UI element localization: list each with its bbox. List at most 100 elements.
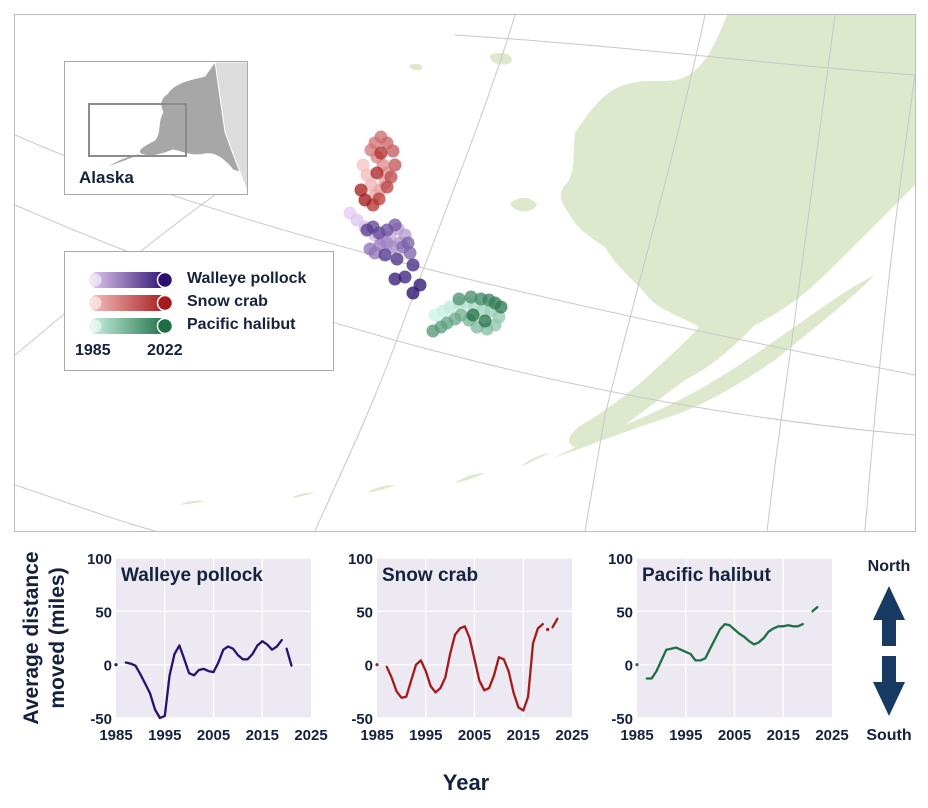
centroid-dot-pacific-halibut <box>494 300 508 314</box>
x-axis-title: Year <box>443 770 490 795</box>
centroid-dot-snow-crab <box>386 144 400 158</box>
centroid-dot-pacific-halibut <box>478 314 492 328</box>
centroid-dot-snow-crab <box>380 180 394 194</box>
graticule-line <box>314 15 516 531</box>
y-tick-label: 100 <box>348 551 373 568</box>
x-tick-label: 2005 <box>458 727 491 744</box>
y-tick-label: 50 <box>95 604 112 621</box>
island <box>179 500 205 505</box>
legend-end-dot <box>156 271 174 289</box>
centroid-dot-walleye-pollock <box>401 236 415 250</box>
y-axis-title: Average distance moved (miles) <box>20 551 69 724</box>
y-axis-title-line1: Average distance <box>20 551 43 724</box>
x-tick-label: 2015 <box>507 727 540 744</box>
x-tick-label: 1995 <box>669 727 702 744</box>
centroid-dot-walleye-pollock <box>378 248 392 262</box>
nunivak-island <box>510 197 537 212</box>
graticule-line <box>15 484 156 531</box>
panel-title: Pacific halibut <box>642 565 771 586</box>
y-tick-label: 0 <box>625 658 633 675</box>
alaska-shape <box>139 62 241 173</box>
legend-year-start: 1985 <box>75 342 111 359</box>
y-tick-label: 0 <box>104 658 112 675</box>
legend-label-pacific-halibut: Pacific halibut <box>187 316 296 333</box>
series-point <box>546 627 550 632</box>
x-tick-label: 1985 <box>360 727 393 744</box>
y-tick-label: 50 <box>356 604 373 621</box>
x-tick-label: 2015 <box>246 727 279 744</box>
inset-drawing <box>88 62 247 193</box>
legend-label-snow-crab: Snow crab <box>187 293 268 310</box>
south-arrow-icon <box>873 656 905 716</box>
centroid-dot-snow-crab <box>388 158 402 172</box>
legend-label-walleye-pollock: Walleye pollock <box>187 270 307 287</box>
centroid-dot-snow-crab <box>374 146 388 160</box>
x-tick-label: 1995 <box>409 727 442 744</box>
legend-end-dot <box>156 294 174 312</box>
centroid-dot-walleye-pollock <box>390 252 404 266</box>
legend-ramp <box>89 295 167 311</box>
y-tick-label: 50 <box>616 604 633 621</box>
series-line <box>285 647 293 667</box>
centroid-dot-walleye-pollock <box>363 242 377 256</box>
island <box>520 453 550 467</box>
graticule-line <box>454 34 915 76</box>
panel-title: Snow crab <box>382 565 478 586</box>
graticule-line <box>584 15 706 531</box>
legend-ramp <box>89 318 167 334</box>
centroid-dot-pacific-halibut <box>466 308 480 322</box>
legend-start-dot <box>88 296 102 310</box>
x-tick-label: 2015 <box>767 727 800 744</box>
graticule-line <box>864 74 915 531</box>
island <box>455 473 485 483</box>
x-tick-label: 2005 <box>197 727 230 744</box>
y-tick-label: -50 <box>351 711 373 728</box>
x-tick-label: 1995 <box>148 727 181 744</box>
norton-sound <box>615 145 660 160</box>
centroid-dot-snow-crab <box>384 170 398 184</box>
x-tick-label: 1985 <box>620 727 653 744</box>
north-label: North <box>868 558 911 575</box>
x-tick-label: 1985 <box>99 727 132 744</box>
centroid-dot-walleye-pollock <box>403 246 417 260</box>
legend-ramp <box>89 272 167 288</box>
y-axis-title-line2: moved (miles) <box>46 567 69 708</box>
series-line <box>385 622 544 712</box>
y-tick-label: 100 <box>87 551 112 568</box>
bering-sea-map: Alaska Walleye pollock Snow crab Pacific… <box>14 14 916 532</box>
legend: Walleye pollock Snow crab Pacific halibu… <box>64 251 334 371</box>
series-line <box>645 622 804 680</box>
graticule-line <box>766 15 836 531</box>
x-tick-label: 2005 <box>718 727 751 744</box>
island <box>409 63 423 71</box>
series-line <box>124 638 283 720</box>
south-label: South <box>866 727 911 744</box>
centroid-dot-walleye-pollock <box>360 223 374 237</box>
island <box>291 492 315 498</box>
centroid-dot-snow-crab <box>358 193 372 207</box>
y-tick-label: 100 <box>608 551 633 568</box>
centroid-dot-pacific-halibut <box>452 292 466 306</box>
panel-title: Walleye pollock <box>121 565 263 586</box>
legend-swatches <box>88 271 174 335</box>
series-line <box>551 617 559 629</box>
centroid-dot-pacific-halibut <box>464 290 478 304</box>
inset-locator-box <box>88 103 187 157</box>
legend-start-dot <box>88 273 102 287</box>
series-point <box>375 663 379 667</box>
x-tick-label: 2025 <box>555 727 588 744</box>
centroid-dot-snow-crab <box>370 166 384 180</box>
island <box>367 485 395 493</box>
x-tick-label: 2025 <box>815 727 848 744</box>
series-point <box>635 663 639 667</box>
centroid-dot-walleye-pollock <box>398 270 412 284</box>
mainland <box>560 15 915 447</box>
legend-year-end: 2022 <box>147 342 183 359</box>
centroid-dot-snow-crab <box>356 158 370 172</box>
series-line <box>811 605 819 613</box>
centroid-dot-pacific-halibut <box>426 324 440 338</box>
series-point <box>114 663 118 667</box>
legend-end-dot <box>156 317 174 335</box>
y-tick-label: -50 <box>90 711 112 728</box>
x-tick-label: 2025 <box>294 727 327 744</box>
